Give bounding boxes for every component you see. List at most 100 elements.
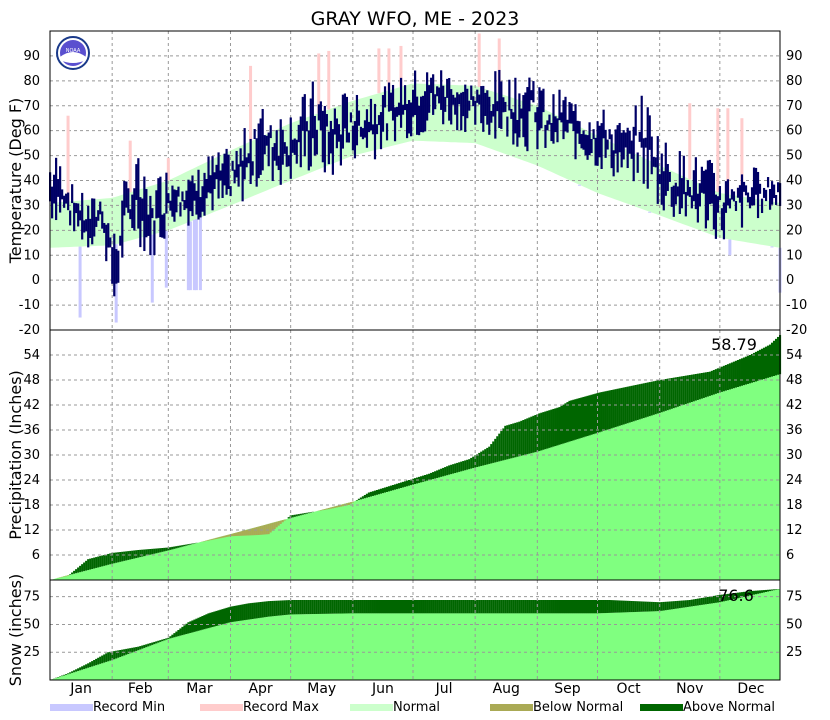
- observed-temperature-bar: [760, 198, 764, 214]
- month-label: Apr: [248, 681, 272, 697]
- observed-temperature-bar: [490, 110, 493, 123]
- above-normal-bar: [738, 359, 741, 387]
- above-normal-bar: [692, 374, 695, 402]
- above-normal-bar: [155, 641, 158, 644]
- observed-temperature-bar: [307, 130, 310, 171]
- observed-temperature-bar: [656, 136, 659, 204]
- observed-temperature-bar: [704, 169, 707, 229]
- above-normal-bar: [389, 485, 393, 491]
- below-normal-bar: [213, 538, 216, 540]
- observed-temperature-bar: [632, 126, 635, 182]
- observed-temperature-bar: [680, 178, 683, 209]
- observed-temperature-bar: [422, 95, 425, 133]
- observed-temperature-bar: [510, 108, 513, 119]
- above-normal-bar: [369, 491, 372, 497]
- above-normal-bar: [526, 418, 529, 455]
- observed-temperature-bar: [79, 210, 82, 221]
- observed-temperature-bar: [369, 98, 373, 131]
- above-normal-bar: [746, 591, 750, 596]
- observed-temperature-bar: [562, 100, 565, 140]
- above-normal-bar: [720, 366, 723, 392]
- above-normal-bar: [740, 592, 743, 598]
- above-normal-bar: [183, 544, 186, 547]
- above-normal-bar: [568, 400, 571, 442]
- observed-temperature-bar: [554, 116, 557, 133]
- observed-temperature-bar: [620, 132, 623, 168]
- above-normal-bar: [259, 602, 262, 618]
- above-normal-bar: [762, 347, 766, 380]
- above-normal-bar: [690, 599, 693, 607]
- y-tick-label-left: -10: [19, 298, 40, 313]
- above-normal-bar: [516, 422, 519, 457]
- above-normal-bar: [604, 391, 607, 431]
- record-min-bar: [78, 246, 82, 318]
- y-tick-label-left: 40: [23, 174, 40, 189]
- above-normal-bar: [275, 600, 278, 616]
- observed-temperature-bar: [337, 124, 340, 142]
- above-normal-bar: [83, 665, 86, 670]
- observed-temperature-bar: [381, 95, 385, 132]
- above-normal-bar: [528, 417, 531, 454]
- observed-temperature-bar: [694, 157, 697, 210]
- observed-temperature-bar: [526, 87, 529, 152]
- above-normal-bar: [636, 384, 639, 421]
- observed-temperature-bar: [558, 89, 561, 121]
- observed-temperature-bar: [744, 185, 748, 196]
- record-max-bar: [387, 48, 391, 91]
- y-tick-label-left: 60: [23, 124, 40, 139]
- observed-temperature-bar: [157, 178, 160, 218]
- above-normal-bar: [85, 664, 88, 669]
- observed-temperature-bar: [405, 103, 409, 139]
- above-normal-bar: [484, 600, 487, 614]
- temperature-panel: -20 -20 -10 -10 0 0 10 10 20 20 30 30 40 40 50 50 60 60 70…: [6, 30, 807, 338]
- observed-temperature-bar: [125, 181, 128, 208]
- above-normal-bar: [500, 600, 503, 614]
- above-normal-bar: [99, 656, 102, 664]
- panel-frame: [49, 579, 781, 681]
- above-normal-bar: [544, 600, 547, 614]
- above-normal-bar: [333, 600, 336, 614]
- above-normal-bar: [125, 551, 128, 561]
- above-normal-bar: [255, 602, 258, 619]
- observed-temperature-bar: [147, 214, 150, 236]
- observed-temperature-bar: [209, 175, 212, 194]
- above-normal-bar: [584, 396, 587, 437]
- observed-temperature-bar: [630, 140, 633, 159]
- observed-temperature-bar: [277, 156, 280, 171]
- above-normal-bar: [363, 600, 366, 614]
- above-normal-bar: [732, 361, 735, 389]
- observed-temperature-bar: [275, 130, 278, 166]
- observed-temperature-bar: [173, 189, 176, 222]
- observed-temperature-bar: [229, 186, 232, 197]
- observed-temperature-bar: [313, 115, 316, 156]
- observed-temperature-bar: [476, 89, 479, 103]
- observed-temperature-bar: [297, 124, 300, 143]
- above-normal-bar: [101, 655, 104, 664]
- above-normal-bar: [191, 543, 194, 545]
- above-normal-bar: [670, 601, 673, 610]
- above-normal-bar: [299, 513, 302, 516]
- observed-temperature-bar: [101, 211, 104, 229]
- observed-temperature-bar: [770, 181, 774, 205]
- above-normal-bar: [89, 662, 92, 668]
- above-normal-bar: [171, 634, 174, 638]
- above-normal-bar: [478, 452, 481, 467]
- observed-temperature-bar: [750, 187, 754, 206]
- above-normal-bar: [488, 600, 491, 614]
- observed-temperature-bar: [299, 116, 302, 168]
- below-normal-bar: [223, 535, 226, 538]
- record-max-bar: [688, 103, 692, 180]
- above-normal-bar: [600, 392, 603, 432]
- observed-temperature-bar: [219, 170, 222, 181]
- above-normal-bar: [115, 552, 118, 563]
- observed-temperature-bar: [155, 190, 158, 219]
- above-normal-bar: [71, 671, 74, 673]
- observed-temperature-bar: [145, 189, 148, 238]
- observed-temperature-bar: [532, 81, 535, 103]
- above-normal-bar: [740, 358, 743, 386]
- above-normal-bar: [235, 605, 238, 622]
- above-normal-bar: [440, 468, 443, 477]
- below-normal-bar: [251, 528, 254, 536]
